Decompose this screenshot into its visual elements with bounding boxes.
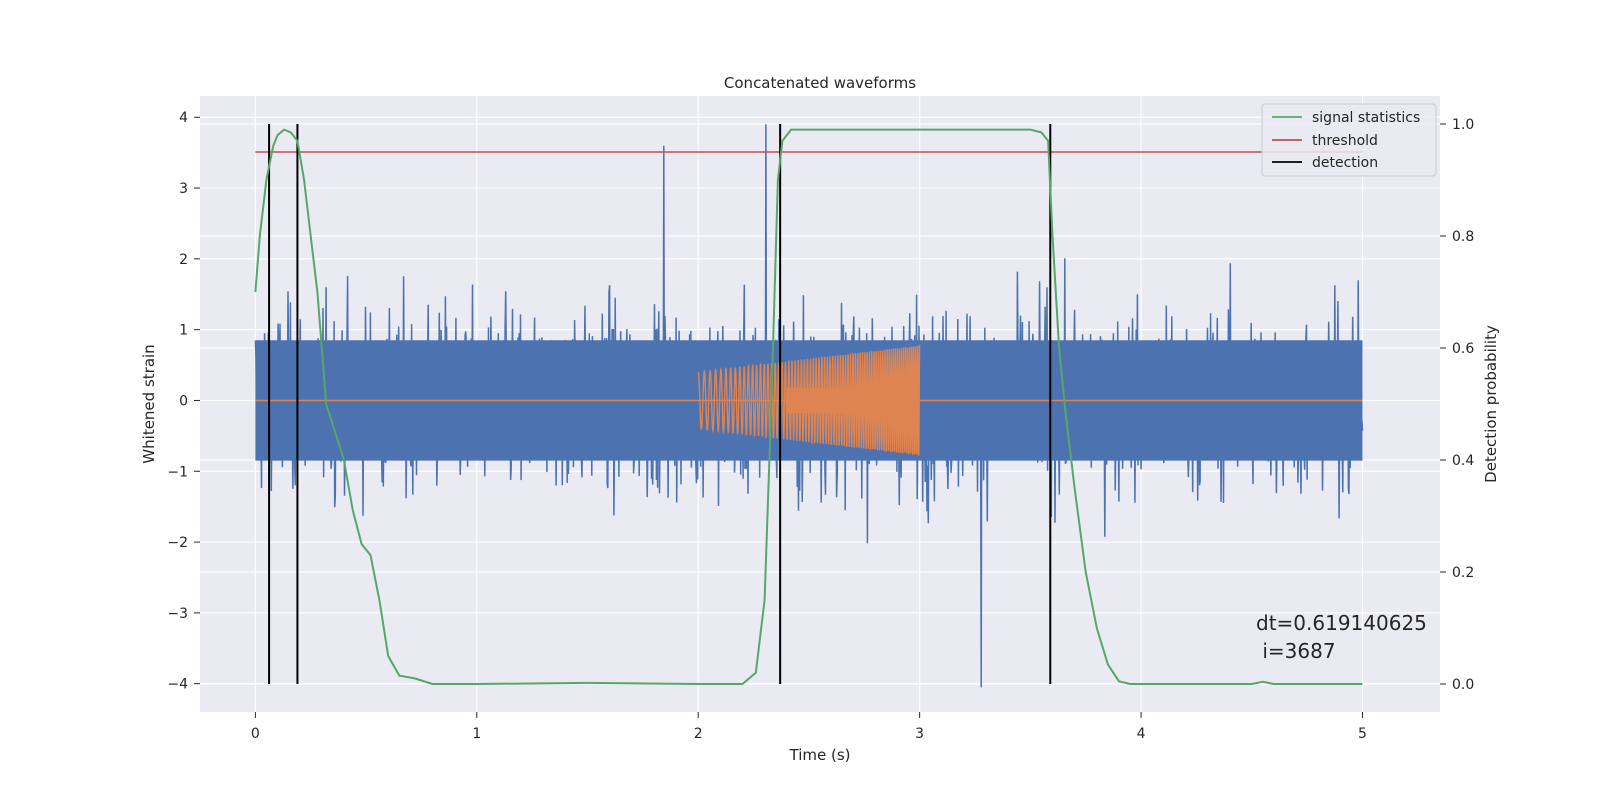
y-tick-label: 4 bbox=[179, 110, 188, 126]
y-tick-label: −3 bbox=[167, 606, 188, 622]
probability-layer bbox=[254, 124, 1363, 685]
y2-tick-label: 0.4 bbox=[1452, 453, 1474, 469]
y-tick-label: 2 bbox=[179, 252, 188, 268]
legend: signal statistics threshold detection bbox=[1261, 103, 1437, 177]
annotation-dt: dt=0.619140625 bbox=[1256, 611, 1427, 635]
x-tick-label: 3 bbox=[915, 726, 924, 742]
y-tick-label: −2 bbox=[167, 535, 188, 551]
waveform-chirp-core bbox=[786, 387, 920, 414]
y2-tick-label: 1.0 bbox=[1452, 117, 1474, 133]
waveform-chirp bbox=[697, 345, 921, 456]
y-tick-label: 0 bbox=[179, 393, 188, 409]
legend-entry-detection: detection bbox=[1312, 155, 1378, 171]
x-tick-label: 2 bbox=[694, 726, 703, 742]
y2-tick-label: 0.8 bbox=[1452, 229, 1474, 245]
x-tick-label: 0 bbox=[251, 726, 260, 742]
y-tick-label: −4 bbox=[167, 677, 188, 693]
y-tick-label: −1 bbox=[167, 464, 188, 480]
ticks: 0 1 2 3 4 5 4 3 2 1 0 −1 −2 −3 −4 1.0 0.8 0.6 0.4 0.2 0.0 bbox=[167, 110, 1474, 742]
y2-tick-label: 0.0 bbox=[1452, 677, 1474, 693]
legend-box bbox=[1261, 103, 1437, 177]
y2-tick-label: 0.6 bbox=[1452, 341, 1474, 357]
x-tick-label: 1 bbox=[472, 726, 481, 742]
legend-entry-signal-statistics: signal statistics bbox=[1312, 110, 1420, 126]
x-tick-label: 4 bbox=[1137, 726, 1146, 742]
y-tick-label: 1 bbox=[179, 323, 188, 339]
y2-tick-label: 0.2 bbox=[1452, 565, 1474, 581]
legend-entry-threshold: threshold bbox=[1312, 133, 1378, 149]
x-axis-label: Time (s) bbox=[789, 746, 851, 764]
y-tick-label: 3 bbox=[179, 181, 188, 197]
chart-title: Concatenated waveforms bbox=[724, 74, 916, 92]
y2-axis-label: Detection probability bbox=[1482, 325, 1500, 483]
annotation-i: i=3687 bbox=[1256, 639, 1336, 663]
waveform-series bbox=[255, 345, 1363, 456]
signal-statistics-line bbox=[254, 128, 1363, 685]
y-axis-label: Whitened strain bbox=[140, 344, 158, 463]
x-tick-label: 5 bbox=[1358, 726, 1367, 742]
